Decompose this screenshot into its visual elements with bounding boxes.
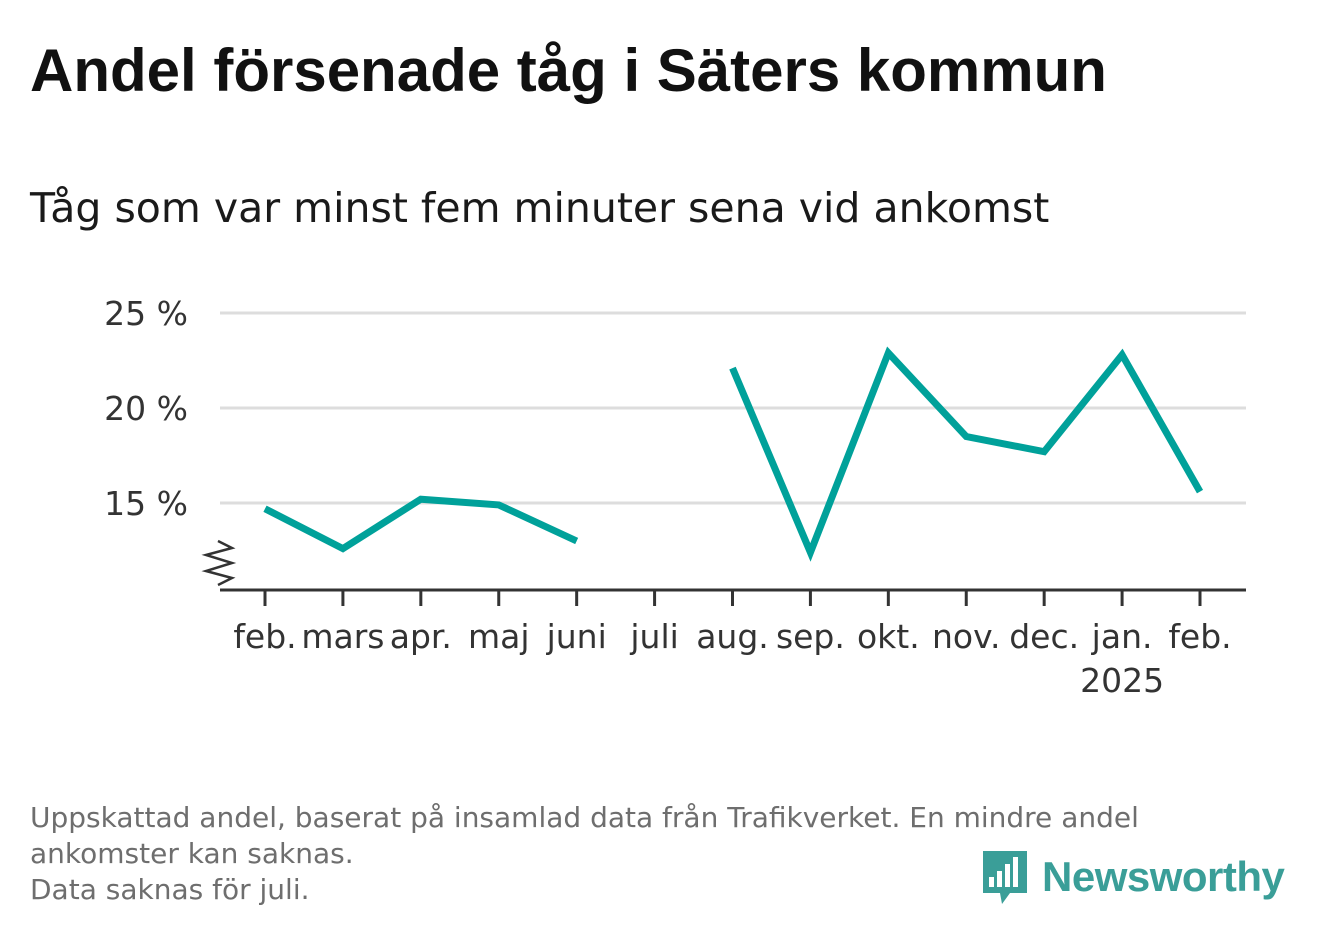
x-axis — [201, 539, 1246, 592]
x-tick-label: juli — [629, 617, 678, 656]
newsworthy-logo: Newsworthy — [980, 848, 1285, 906]
x-tick-label: nov. — [932, 617, 1001, 656]
x-tick-sublabel: 2025 — [1080, 661, 1164, 700]
x-tick-label: feb. — [233, 617, 296, 656]
x-tick-label: feb. — [1168, 617, 1231, 656]
chart-title: Andel försenade tåg i Säters kommun — [30, 37, 1107, 104]
y-axis-ticks: 15 % 20 % 25 % — [104, 294, 188, 523]
grid-lines — [220, 311, 1246, 505]
x-tick-label: jan. — [1091, 617, 1153, 656]
bar-chart-speech-bubble-icon — [983, 851, 1027, 904]
x-axis-ticks: feb. mars apr. maj juni juli aug. sep. okt. nov. d… — [233, 590, 1232, 700]
axis-break-icon — [201, 539, 237, 587]
logo-text: Newsworthy — [1042, 853, 1285, 900]
x-tick-label: sep. — [776, 617, 845, 656]
x-tick-label: aug. — [696, 617, 769, 656]
x-tick-label: juni — [546, 617, 607, 656]
footnote: Uppskattad andel, baserat på insamlad da… — [30, 800, 1280, 908]
chart-subtitle: Tåg som var minst fem minuter sena vid a… — [30, 184, 1050, 232]
footnote-line: Data saknas för juli. — [30, 873, 310, 906]
x-tick-label: apr. — [390, 617, 452, 656]
y-tick-label: 20 % — [104, 389, 188, 428]
line-chart: 15 %20 %25 % feb. mars apr. maj juni juli aug.… — [104, 294, 1246, 700]
x-tick-label: dec. — [1009, 617, 1079, 656]
y-tick-label: 25 % — [104, 294, 188, 333]
x-tick-label: maj — [468, 617, 530, 656]
series-line-segment — [729, 346, 1204, 562]
y-tick-label: 15 % — [104, 484, 188, 523]
x-tick-label: mars — [301, 617, 384, 656]
footnote-line: Uppskattad andel, baserat på insamlad da… — [30, 801, 1139, 834]
x-tick-label: okt. — [857, 617, 920, 656]
footnote-line: ankomster kan saknas. — [30, 837, 354, 870]
series-line — [263, 346, 1204, 562]
series-line-segment — [263, 495, 579, 553]
